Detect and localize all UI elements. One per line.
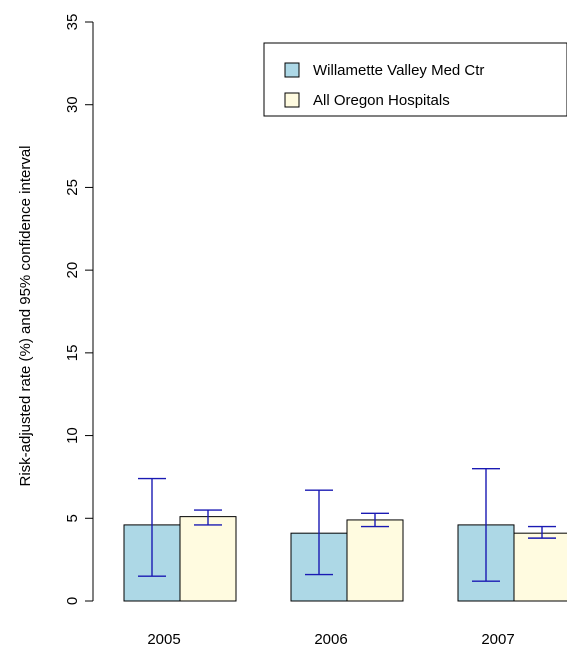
- y-tick-label: 5: [64, 514, 81, 522]
- y-tick-label: 30: [64, 96, 81, 113]
- bar-all-oregon-2006: [346, 519, 404, 602]
- error-bars-group: [138, 467, 556, 582]
- bars-group: [123, 516, 567, 602]
- x-tick-label: 2006: [314, 631, 347, 648]
- legend-label: Willamette Valley Med Ctr: [313, 62, 484, 79]
- y-tick-label: 15: [64, 345, 81, 362]
- y-tick-label: 25: [64, 179, 81, 196]
- x-tick-label: 2005: [147, 631, 180, 648]
- bar-all-oregon-2007: [513, 532, 567, 602]
- legend-box: [263, 42, 567, 117]
- y-axis-label: Risk-adjusted rate (%) and 95% confidenc…: [17, 145, 34, 486]
- x-axis-labels: 2005 2006 2007: [147, 631, 514, 648]
- legend: Willamette Valley Med Ctr All Oregon Hosp…: [263, 42, 567, 117]
- y-tick-label: 10: [64, 427, 81, 444]
- y-tick-label: 0: [64, 597, 81, 605]
- legend-swatch: [284, 92, 300, 108]
- legend-swatch: [284, 62, 300, 78]
- y-tick-label: 35: [64, 14, 81, 31]
- x-tick-label: 2007: [481, 631, 514, 648]
- bar-all-oregon-2005: [179, 516, 237, 602]
- y-axis: 0 5 10 15 20 25 30 35: [64, 14, 94, 605]
- legend-label: All Oregon Hospitals: [313, 92, 450, 109]
- y-tick-label: 20: [64, 262, 81, 279]
